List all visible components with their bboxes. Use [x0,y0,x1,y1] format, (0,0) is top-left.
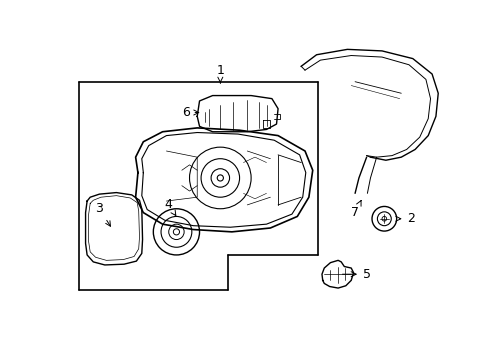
Text: 3: 3 [96,202,110,226]
Text: 2: 2 [396,212,416,225]
Text: 1: 1 [217,64,224,83]
Text: 4: 4 [165,198,176,216]
Circle shape [382,216,387,221]
Text: 7: 7 [351,201,361,219]
Text: 5: 5 [343,268,371,281]
Text: 6: 6 [182,106,199,119]
